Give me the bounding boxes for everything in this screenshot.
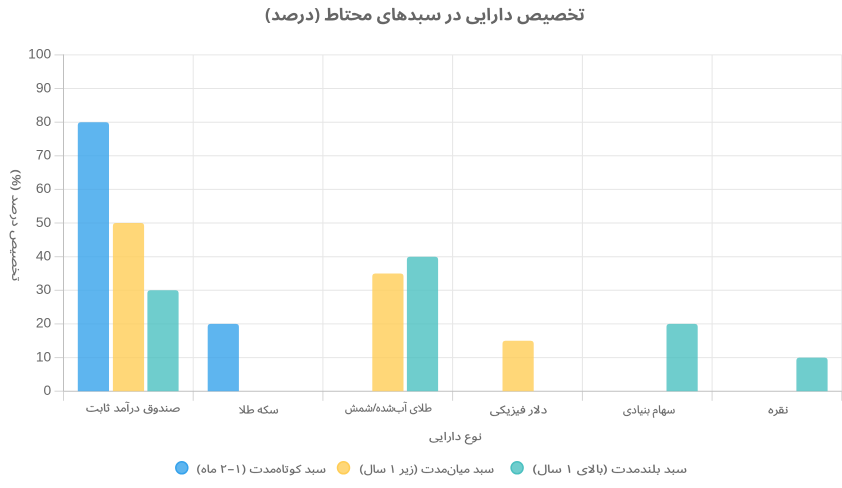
svg-text:10: 10: [36, 349, 52, 364]
svg-text:100: 100: [28, 47, 51, 62]
svg-text:70: 70: [36, 148, 52, 163]
svg-text:30: 30: [36, 282, 52, 297]
svg-text:50: 50: [36, 215, 52, 230]
svg-text:90: 90: [36, 80, 52, 95]
svg-text:60: 60: [36, 181, 52, 196]
svg-text:40: 40: [36, 249, 52, 264]
svg-text:80: 80: [36, 114, 52, 129]
svg-text:20: 20: [36, 316, 52, 331]
svg-text:0: 0: [44, 383, 52, 398]
